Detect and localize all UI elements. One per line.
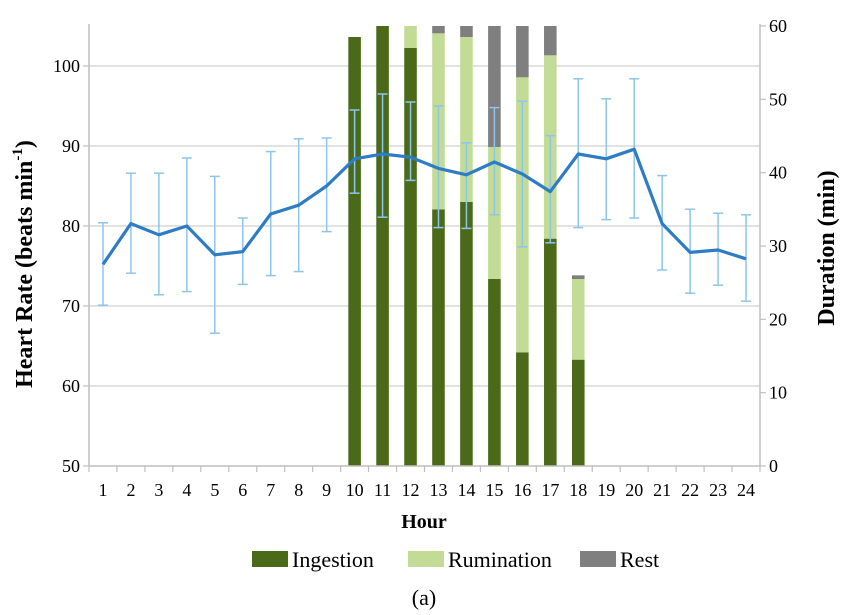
y-left-title-main: Heart Rate (beats min bbox=[12, 161, 38, 388]
x-tick-label: 8 bbox=[294, 480, 303, 500]
x-tick-label: 11 bbox=[374, 480, 391, 500]
bar-rest-hour-16 bbox=[516, 26, 529, 78]
x-tick-label: 7 bbox=[266, 480, 275, 500]
x-tick-label: 22 bbox=[681, 480, 699, 500]
y-left-title-sup: -1 bbox=[10, 148, 26, 161]
bar-ingestion-hour-15 bbox=[488, 279, 501, 466]
x-tick-label: 24 bbox=[737, 480, 755, 500]
x-tick-label: 1 bbox=[98, 480, 107, 500]
x-tick-label: 14 bbox=[457, 480, 475, 500]
bar-rest-hour-14 bbox=[460, 26, 473, 37]
y-right-tick-label: 40 bbox=[769, 163, 787, 183]
y-left-tick-label: 50 bbox=[62, 456, 80, 476]
x-tick-label: 20 bbox=[625, 480, 643, 500]
bar-ingestion-hour-16 bbox=[516, 352, 529, 466]
y-right-tick-label: 20 bbox=[769, 309, 787, 329]
x-tick-label: 13 bbox=[429, 480, 447, 500]
x-tick-label: 4 bbox=[182, 480, 191, 500]
y-left-tick-label: 70 bbox=[62, 296, 80, 316]
y-right-tick-label: 60 bbox=[769, 16, 787, 36]
x-tick-label: 9 bbox=[322, 480, 331, 500]
x-tick-label: 6 bbox=[238, 480, 247, 500]
bar-rest-hour-15 bbox=[488, 26, 501, 147]
y-right-tick-label: 0 bbox=[769, 456, 778, 476]
heart-rate-series-line bbox=[101, 147, 747, 266]
y-left-axis-title: Heart Rate (beats min-1) bbox=[10, 140, 38, 388]
legend-label-rumination: Rumination bbox=[448, 547, 552, 572]
bar-ingestion-hour-11 bbox=[376, 26, 389, 466]
figure-caption: (a) bbox=[412, 585, 436, 610]
y-right-tick-label: 50 bbox=[769, 89, 787, 109]
x-axis-title: Hour bbox=[401, 511, 447, 533]
legend-label-rest: Rest bbox=[620, 547, 659, 572]
svg-text:Heart Rate (beats min-1): Heart Rate (beats min-1) bbox=[10, 140, 38, 388]
bar-rest-hour-17 bbox=[544, 26, 557, 56]
legend-swatch-rest bbox=[580, 551, 616, 567]
bar-rest-hour-18 bbox=[571, 275, 585, 279]
y-left-tick-label: 80 bbox=[62, 216, 80, 236]
error-bars bbox=[97, 78, 752, 334]
x-tick-label: 19 bbox=[597, 480, 615, 500]
legend: Ingestion Rumination Rest bbox=[252, 547, 659, 572]
y-left-title-close: ) bbox=[12, 140, 38, 148]
x-tick-label: 18 bbox=[569, 480, 587, 500]
tick-labels: 1 2 3 4 5 6 7 8 9 10 11 12 13 14 15 16 17 18 19 20 21 22 23 245… bbox=[53, 16, 787, 500]
legend-label-ingestion: Ingestion bbox=[292, 547, 374, 572]
bar-ingestion-hour-18 bbox=[571, 359, 585, 466]
bar-ingestion-hour-14 bbox=[460, 202, 473, 466]
legend-swatch-ingestion bbox=[252, 551, 288, 567]
x-tick-label: 17 bbox=[541, 480, 559, 500]
x-tick-label: 2 bbox=[126, 480, 135, 500]
x-tick-label: 23 bbox=[709, 480, 727, 500]
x-tick-label: 16 bbox=[513, 480, 531, 500]
x-tick-label: 15 bbox=[485, 480, 503, 500]
legend-swatch-rumination bbox=[408, 551, 444, 567]
x-tick-label: 12 bbox=[402, 480, 420, 500]
x-tick-label: 21 bbox=[653, 480, 671, 500]
y-left-tick-label: 90 bbox=[62, 136, 80, 156]
bar-ingestion-hour-10 bbox=[348, 37, 361, 466]
bar-rumination-hour-12 bbox=[404, 26, 417, 48]
stacked-bars bbox=[348, 26, 585, 467]
bar-rest-hour-13 bbox=[432, 26, 445, 34]
x-tick-label: 3 bbox=[154, 480, 163, 500]
y-right-tick-label: 10 bbox=[769, 383, 787, 403]
gridlines bbox=[89, 65, 760, 387]
axes bbox=[83, 24, 766, 472]
x-tick-label: 5 bbox=[210, 480, 219, 500]
bar-ingestion-hour-17 bbox=[544, 238, 557, 466]
bar-rumination-hour-14 bbox=[460, 37, 473, 202]
x-tick-label: 10 bbox=[346, 480, 364, 500]
heart-rate-line bbox=[101, 147, 747, 266]
bar-ingestion-hour-12 bbox=[404, 48, 417, 466]
y-left-tick-label: 60 bbox=[62, 376, 80, 396]
bar-rumination-hour-18 bbox=[571, 279, 585, 360]
y-right-axis-title: Duration (min) bbox=[814, 170, 840, 325]
y-left-tick-label: 100 bbox=[53, 56, 80, 76]
bar-ingestion-hour-13 bbox=[432, 209, 445, 467]
y-right-tick-label: 30 bbox=[769, 236, 787, 256]
